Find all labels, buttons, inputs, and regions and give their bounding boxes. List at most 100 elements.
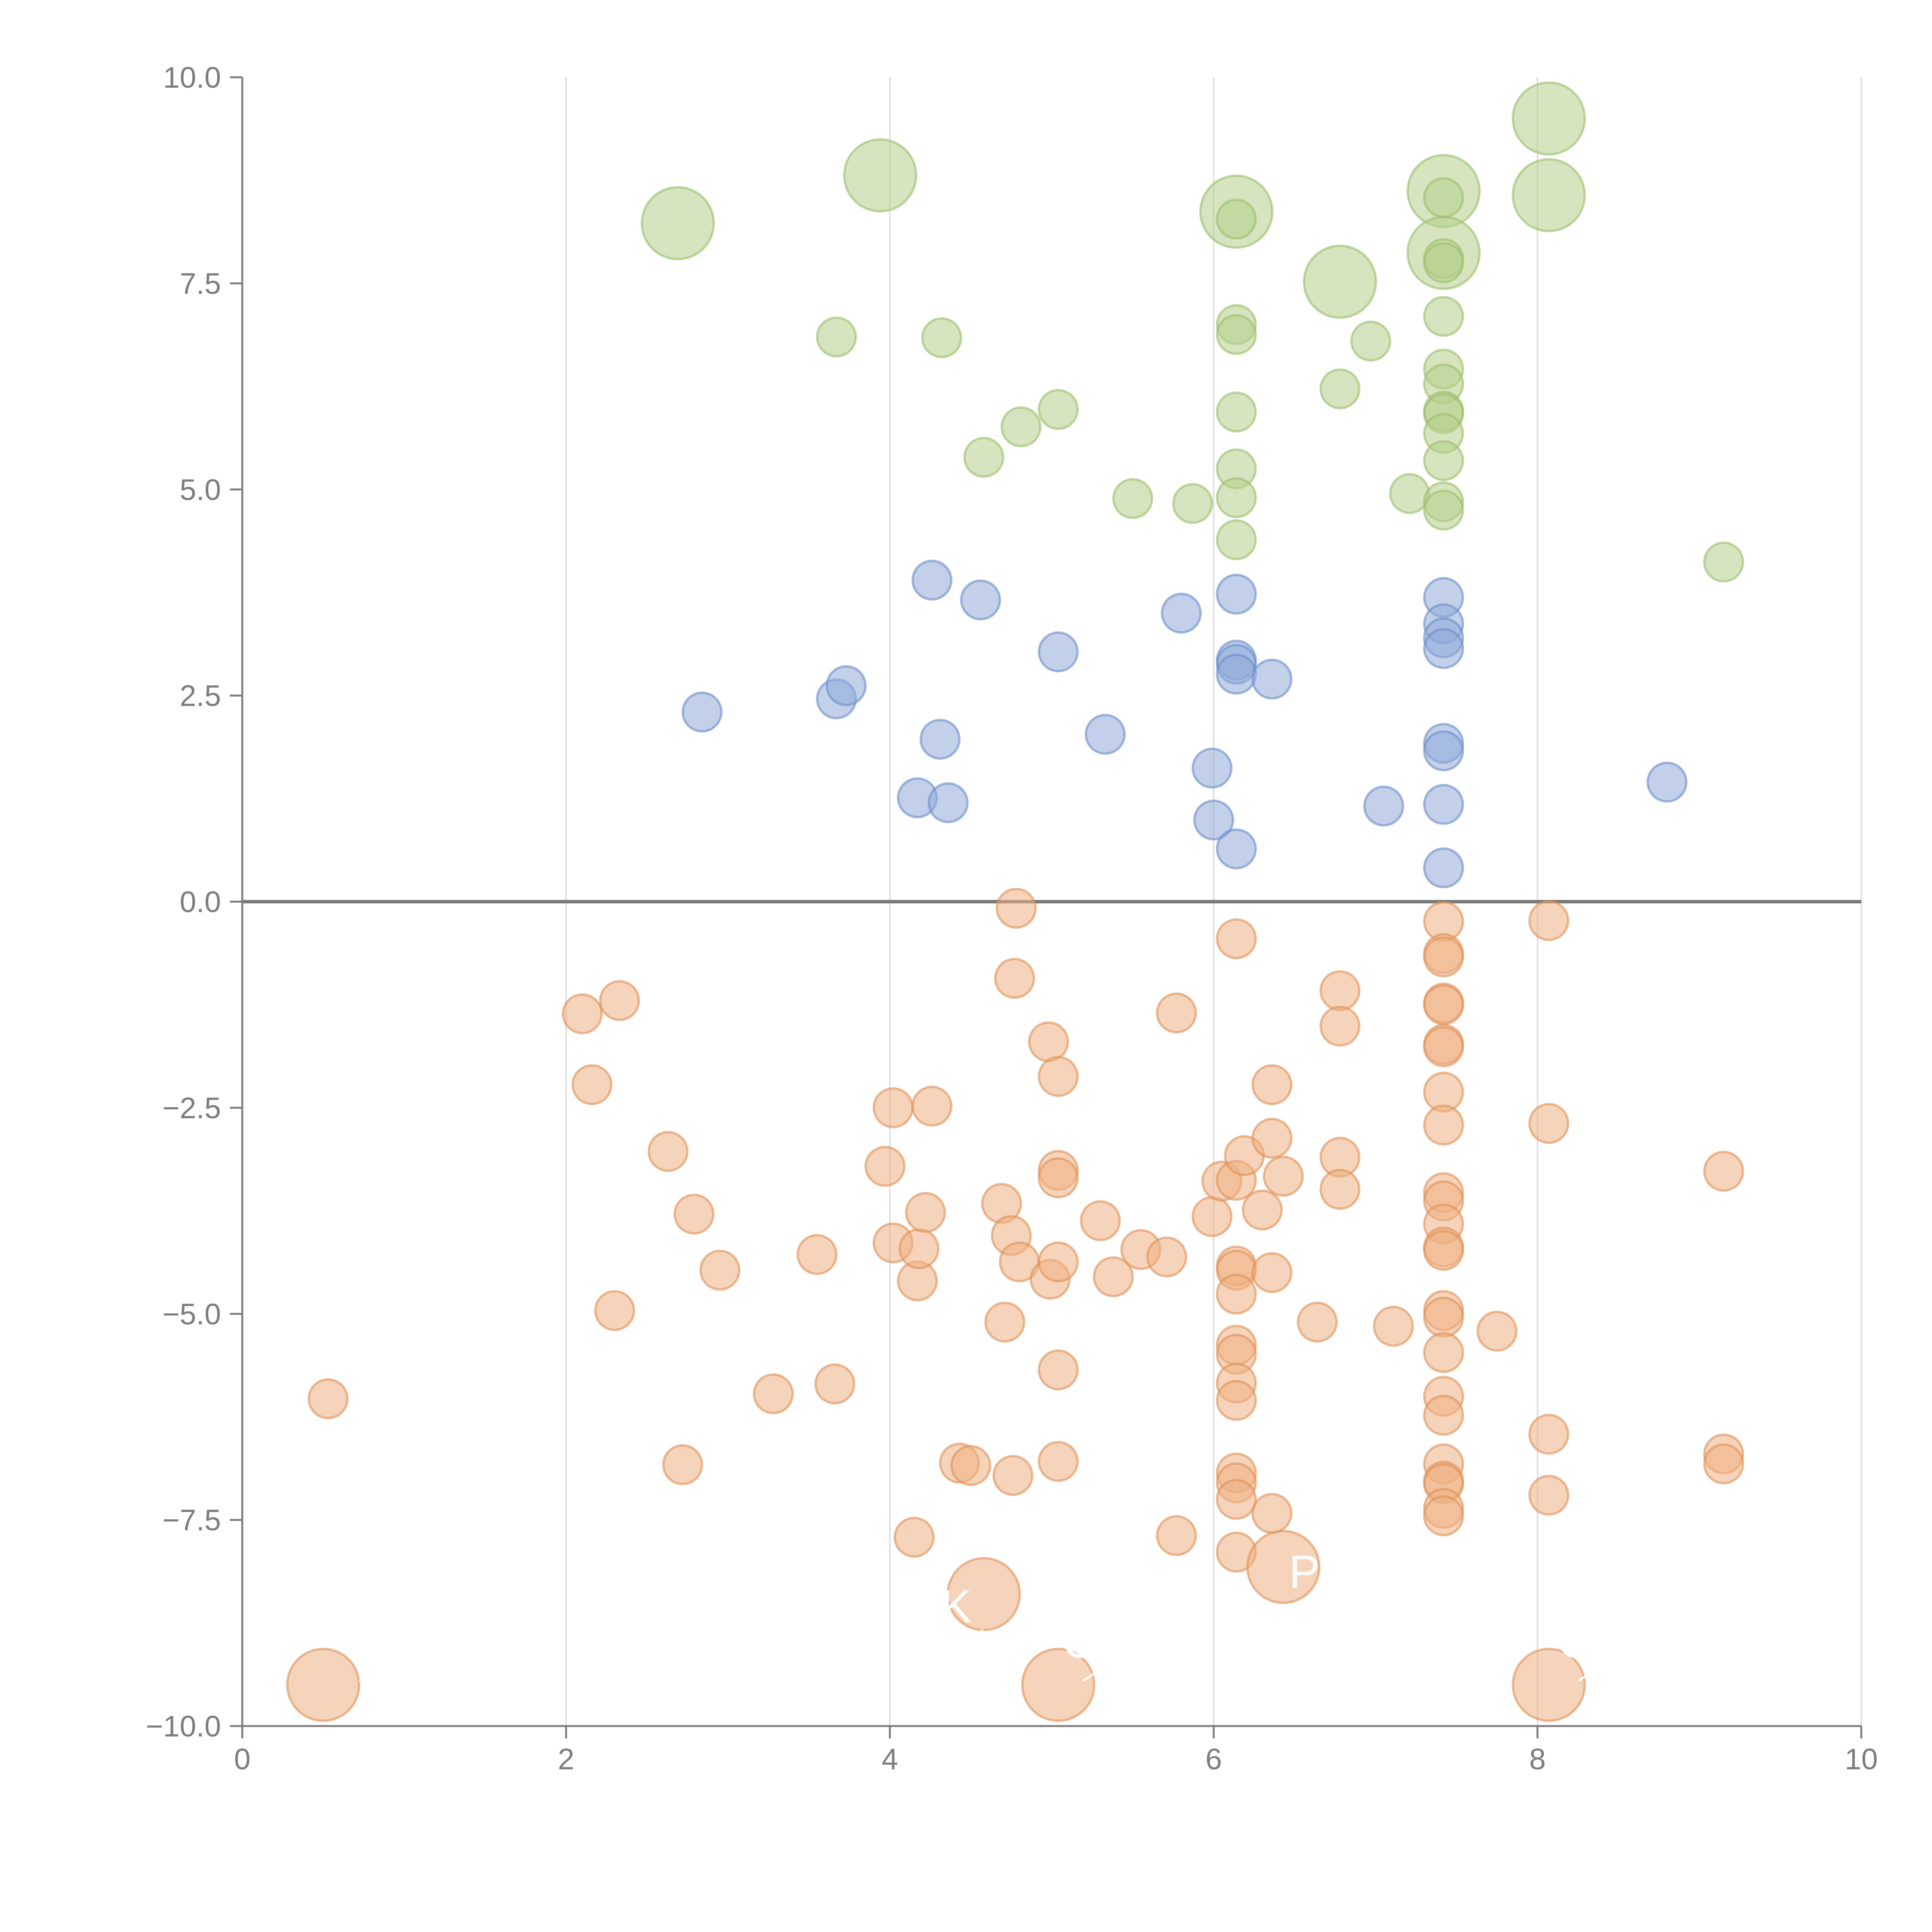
blue-bubble [960,579,1001,621]
orange-bubble [1423,936,1464,978]
y-tick-label: −5.0 [162,1298,221,1331]
orange-bubble [1319,1169,1361,1210]
orange-bubble [1528,1475,1570,1516]
green-bubble [843,138,917,213]
orange-bubble [995,888,1037,929]
blue-bubble [825,665,867,706]
y-tick-label: 7.5 [180,267,221,300]
orange-bubble [911,1085,952,1127]
blue-bubble [1363,786,1404,827]
blue-bubble [919,719,961,760]
orange-bubble [1423,1230,1464,1271]
green-bubble [1000,406,1042,447]
blue-bubble [1646,762,1688,803]
x-tick-label: 6 [1206,1743,1222,1776]
orange-bubble [1703,1151,1744,1192]
bubbles [286,81,1744,1722]
orange-bubble [1423,1104,1464,1146]
orange-bubble [1216,918,1257,959]
orange-bubble [594,1290,635,1331]
green-bubble [1512,81,1586,156]
orange-bubble [1423,1296,1464,1338]
blue-bubble [1423,847,1464,889]
blue-bubble [1423,730,1464,772]
orange-bubble [286,1648,361,1722]
orange-bubble [1528,900,1570,941]
green-bubble [1037,389,1079,430]
orange-bubble [647,1131,689,1172]
orange-bubble [308,1378,349,1420]
orange-bubble [1528,1413,1570,1455]
orange-bubble [893,1517,935,1558]
orange-bubble [1423,1026,1464,1067]
orange-bubble [1423,1332,1464,1373]
annotation-leader [359,1664,383,1682]
orange-bubble [561,993,603,1034]
green-bubble [1172,483,1213,524]
orange-bubble [1242,1189,1283,1231]
blue-bubble [1191,747,1233,789]
orange-bubble [950,1445,992,1486]
orange-bubble [1216,1274,1257,1315]
y-tick-label: 10.0 [163,61,221,94]
green-bubble [1350,320,1391,362]
blue-bubble [1216,653,1257,695]
orange-bubble [796,1234,838,1275]
orange-bubble [1216,1380,1257,1421]
orange-bubble [1037,1241,1079,1282]
green-bubble [1423,177,1464,218]
green-bubble [1112,478,1153,519]
y-tick-label: −10.0 [146,1710,221,1743]
x-tick-label: 8 [1529,1743,1546,1776]
orange-bubble [1319,1005,1361,1047]
orange-bubble [984,1301,1026,1343]
green-bubble [1303,245,1377,319]
blue-bubble [1423,628,1464,669]
green-bubble [1216,391,1257,433]
green-bubble [1216,477,1257,519]
orange-bubble [1037,1349,1079,1391]
orange-bubble [872,1087,914,1128]
x-tick-label: 10 [1845,1743,1878,1776]
orange-bubble [1037,1056,1079,1097]
annotation-leader [1578,1664,1602,1682]
green-bubble [1512,158,1586,233]
orange-bubble [1251,1252,1293,1293]
green-bubble [921,317,963,359]
orange-bubble [947,1557,1021,1631]
annotation-leader [1308,1594,1332,1612]
y-tick-label: −7.5 [162,1504,221,1537]
orange-bubble [753,1373,794,1415]
annotation-label: K [941,1580,972,1632]
orange-bubble [1319,970,1361,1011]
orange-bubble [905,1192,946,1233]
blue-bubble [1216,828,1257,869]
orange-bubble [992,1455,1034,1496]
green-bubble [1389,473,1430,514]
y-tick-label: −2.5 [162,1092,221,1125]
orange-bubble [1703,1443,1744,1485]
blue-bubble [681,691,723,733]
orange-bubble [814,1363,855,1405]
green-bubble [1216,314,1257,355]
x-tick-label: 2 [558,1743,575,1776]
orange-bubble [1251,1493,1293,1534]
blue-bubble [1085,714,1126,755]
orange-bubble [1263,1155,1304,1197]
blue-bubble [1193,799,1234,841]
y-tick-label: 5.0 [180,473,221,507]
green-bubble [1319,368,1361,410]
orange-bubble [898,1228,940,1269]
orange-bubble [1037,1441,1079,1482]
orange-bubble [699,1250,741,1291]
annotations: K P C C C [339,1546,1602,1682]
orange-bubble [1191,1196,1233,1237]
annotation-label: C [1558,1616,1592,1668]
blue-bubble [1423,784,1464,825]
green-bubble [1423,440,1464,481]
orange-bubble [1021,1648,1095,1722]
orange-bubble [1080,1200,1121,1242]
green-bubble [816,316,857,358]
